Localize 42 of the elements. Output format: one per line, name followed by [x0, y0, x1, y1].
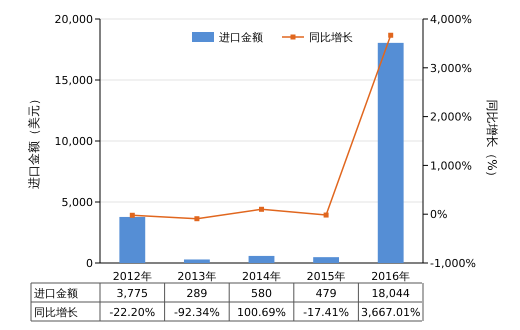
y-tick-label: 0: [86, 257, 93, 270]
y2-tick-label: 3,000%: [430, 62, 472, 75]
data-label: 3,667.01%: [360, 306, 420, 319]
bar: [184, 259, 210, 263]
y2-axis-title: 同比增长（%）: [485, 99, 499, 183]
x-tick-label: 2013年: [177, 270, 216, 283]
x-tick-label: 2014年: [242, 270, 281, 283]
y-tick-label: 5,000: [62, 196, 93, 209]
data-label: -22.20%: [109, 306, 156, 319]
text: 进口金额: [34, 287, 78, 300]
data-label: 479: [316, 287, 337, 300]
bar: [248, 256, 274, 263]
y2-tick-label: -1,000%: [430, 257, 476, 270]
x-tick-label: 2012年: [112, 270, 152, 283]
bar: [119, 216, 146, 263]
y2-tick-label: 4,000%: [430, 13, 472, 26]
y-tick-label: 15,000: [54, 74, 93, 87]
data-label: 18,044: [371, 287, 410, 300]
point: [194, 216, 200, 222]
y2-tick-label: 2,000%: [430, 110, 472, 124]
point: [388, 32, 394, 38]
legend-label: 进口金额: [219, 31, 263, 44]
x-tick-label: 2015年: [306, 270, 346, 283]
legend-label: 同比增长: [309, 31, 353, 44]
y2-tick-label: 1,000%: [430, 159, 472, 172]
y-tick-label: 10,000: [54, 135, 93, 148]
data-label: -92.34%: [174, 306, 220, 319]
y2-tick-label: 0%: [430, 208, 448, 222]
data-label: 3,775: [116, 287, 148, 300]
x-tick-label: 2016年: [371, 270, 410, 283]
point: [324, 212, 329, 218]
data-label: -17.41%: [303, 306, 350, 319]
data-label: 100.69%: [237, 306, 286, 319]
bar: [378, 42, 404, 263]
y-tick-label: 20,000: [54, 13, 93, 26]
bar: [313, 257, 340, 263]
y-axis-title: 进口金额（美元）: [27, 93, 41, 189]
point: [130, 212, 135, 218]
point: [259, 206, 264, 212]
data-label: 289: [186, 287, 208, 300]
text: 同比增长: [34, 306, 78, 319]
data-label: 580: [251, 287, 272, 300]
